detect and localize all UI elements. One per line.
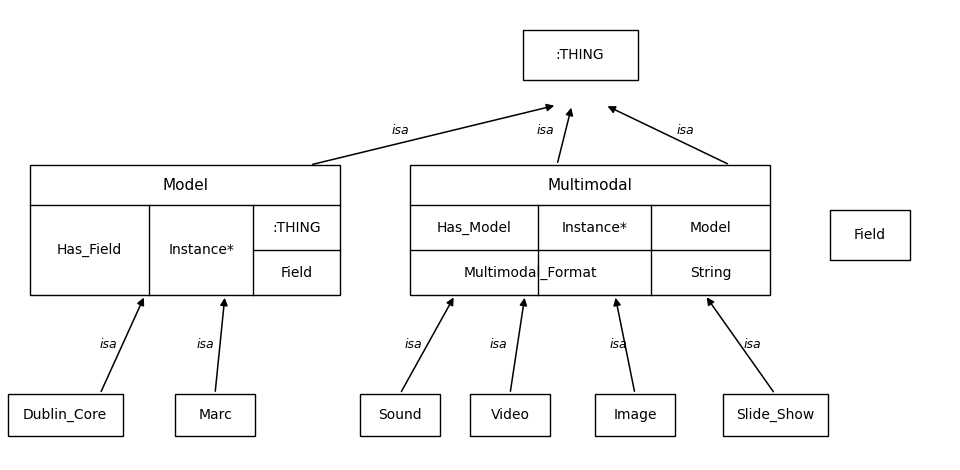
Bar (595, 394, 675, 436)
Text: isa: isa (404, 338, 421, 352)
Bar (830, 210, 910, 260)
Text: String: String (690, 266, 732, 280)
Bar (8, 394, 123, 436)
Text: isa: isa (610, 338, 627, 352)
Text: Marc: Marc (198, 408, 232, 422)
Text: Instance*: Instance* (168, 243, 234, 257)
Text: Has_Model: Has_Model (437, 220, 512, 235)
Text: isa: isa (490, 338, 507, 352)
Text: isa: isa (676, 124, 694, 136)
Text: Slide_Show: Slide_Show (736, 408, 814, 422)
Text: :THING: :THING (273, 221, 321, 235)
Bar (470, 394, 550, 436)
Bar (723, 394, 828, 436)
Text: Field: Field (280, 266, 313, 280)
Text: Image: Image (613, 408, 657, 422)
Text: Has_Field: Has_Field (57, 243, 122, 257)
Bar (410, 165, 770, 295)
Text: Field: Field (854, 228, 886, 242)
Bar (175, 394, 255, 436)
Text: Video: Video (491, 408, 530, 422)
Bar (30, 165, 340, 295)
Text: Multimodal: Multimodal (547, 178, 633, 193)
Text: isa: isa (391, 124, 409, 136)
Text: Instance*: Instance* (562, 221, 628, 235)
Text: isa: isa (743, 338, 761, 352)
Text: Dublin_Core: Dublin_Core (23, 408, 108, 422)
Text: isa: isa (537, 124, 554, 136)
Text: :THING: :THING (556, 48, 604, 62)
Bar (360, 394, 440, 436)
Text: Multimodal_Format: Multimodal_Format (464, 266, 597, 280)
Text: Model: Model (162, 178, 208, 193)
Text: isa: isa (99, 338, 117, 352)
Text: Sound: Sound (378, 408, 421, 422)
Bar (522, 30, 637, 80)
Text: Model: Model (689, 221, 732, 235)
Text: isa: isa (196, 338, 214, 352)
